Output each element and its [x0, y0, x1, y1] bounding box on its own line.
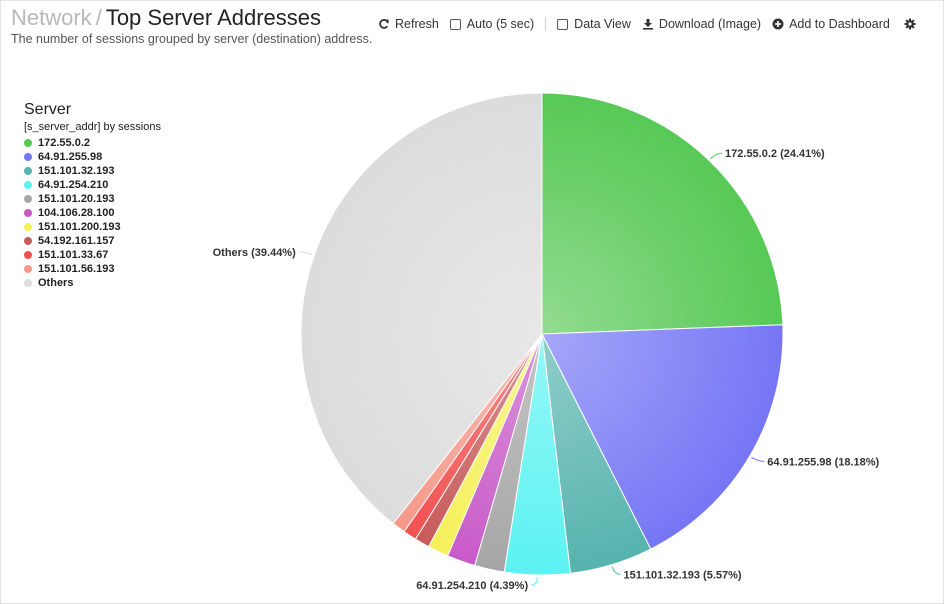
legend-label: 172.55.0.2: [38, 137, 90, 149]
auto-refresh-label: Auto (5 sec): [466, 17, 535, 31]
toolbar: Refresh Auto (5 sec) Data View Download …: [378, 15, 921, 33]
legend-item[interactable]: 151.101.32.193: [24, 164, 161, 178]
download-icon: [642, 19, 653, 30]
pie-data-label: 151.101.32.193 (5.57%): [624, 569, 742, 581]
download-label: Download (Image): [658, 17, 762, 31]
legend-label: 64.91.255.98: [38, 151, 103, 163]
auto-refresh-checkbox[interactable]: [449, 18, 461, 30]
data-view-checkbox[interactable]: [557, 18, 569, 30]
settings-button[interactable]: [904, 18, 921, 30]
legend-label: 151.101.200.193: [38, 221, 121, 233]
legend-swatch: [24, 251, 32, 259]
pie-slice[interactable]: [300, 92, 543, 525]
pie-data-label: 64.91.255.98 (18.18%): [767, 456, 879, 468]
download-image-button[interactable]: Download (Image): [642, 17, 761, 31]
legend-item[interactable]: 104.106.28.100: [24, 206, 161, 220]
breadcrumb-separator: /: [95, 5, 102, 30]
page-subtitle: The number of sessions grouped by server…: [11, 32, 373, 46]
pie-label-connector: [531, 576, 538, 586]
chart-legend: Server [s_server_addr] by sessions 172.5…: [24, 101, 161, 290]
legend-label: 151.101.20.193: [38, 193, 115, 205]
refresh-button[interactable]: Refresh: [378, 17, 439, 31]
pie-label-connector: [298, 251, 313, 256]
legend-label: 151.101.33.67: [38, 249, 109, 261]
legend-items: 172.55.0.2 64.91.255.98 151.101.32.193 64.9…: [24, 136, 161, 290]
legend-label: 151.101.56.193: [38, 263, 115, 275]
legend-item[interactable]: 54.192.161.157: [24, 234, 161, 248]
page-title: Top Server Addresses: [105, 5, 322, 30]
toolbar-divider: [545, 17, 547, 31]
legend-item[interactable]: Others: [24, 276, 161, 290]
legend-label: 151.101.32.193: [38, 165, 115, 177]
legend-label: Others: [38, 277, 74, 289]
auto-refresh-toggle[interactable]: Auto (5 sec): [449, 17, 535, 31]
legend-item[interactable]: 151.101.33.67: [24, 248, 161, 262]
breadcrumb-network[interactable]: Network: [11, 5, 92, 30]
legend-swatch: [24, 237, 32, 245]
legend-swatch: [24, 279, 32, 287]
legend-item[interactable]: 151.101.200.193: [24, 220, 161, 234]
legend-swatch: [24, 139, 32, 147]
legend-swatch: [24, 265, 32, 273]
legend-swatch: [24, 181, 32, 189]
gear-icon: [904, 18, 916, 30]
pie-label-connector: [751, 456, 765, 462]
page-header: Network / Top Server Addresses: [11, 5, 321, 31]
pie-label-connector: [611, 566, 621, 575]
legend-item[interactable]: 151.101.20.193: [24, 192, 161, 206]
legend-label: 54.192.161.157: [38, 235, 115, 247]
legend-swatch: [24, 167, 32, 175]
legend-swatch: [24, 195, 32, 203]
pie-data-label: 64.91.254.210 (4.39%): [416, 580, 528, 592]
dashboard-label: Add to Dashboard: [789, 17, 890, 31]
legend-swatch: [24, 223, 32, 231]
pie-data-label: Others (39.44%): [213, 247, 296, 259]
pie-labels: 172.55.0.2 (24.41%) 64.91.255.98 (18.18%)…: [213, 148, 880, 592]
legend-label: 104.106.28.100: [38, 207, 115, 219]
pie-data-label: 172.55.0.2 (24.41%): [725, 148, 825, 160]
pie-slices: [300, 92, 784, 576]
legend-title: Server: [24, 101, 72, 118]
legend-label: 64.91.254.210: [38, 179, 109, 191]
refresh-icon: [379, 19, 389, 29]
legend-swatch: [24, 153, 32, 161]
add-to-dashboard-button[interactable]: Add to Dashboard: [772, 17, 890, 31]
pie-label-connector: [710, 152, 723, 160]
legend-swatch: [24, 209, 32, 217]
plus-circle-icon: [772, 18, 784, 30]
pie-slice[interactable]: [541, 324, 784, 550]
legend-item[interactable]: 172.55.0.2: [24, 136, 161, 150]
data-view-toggle[interactable]: Data View: [557, 17, 631, 31]
legend-subtitle: [s_server_addr] by sessions: [24, 121, 161, 133]
data-view-label: Data View: [574, 17, 631, 31]
legend-item[interactable]: 64.91.255.98: [24, 150, 161, 164]
legend-item[interactable]: 151.101.56.193: [24, 262, 161, 276]
refresh-label: Refresh: [395, 17, 439, 31]
legend-item[interactable]: 64.91.254.210: [24, 178, 161, 192]
pie-slice[interactable]: [541, 92, 784, 335]
